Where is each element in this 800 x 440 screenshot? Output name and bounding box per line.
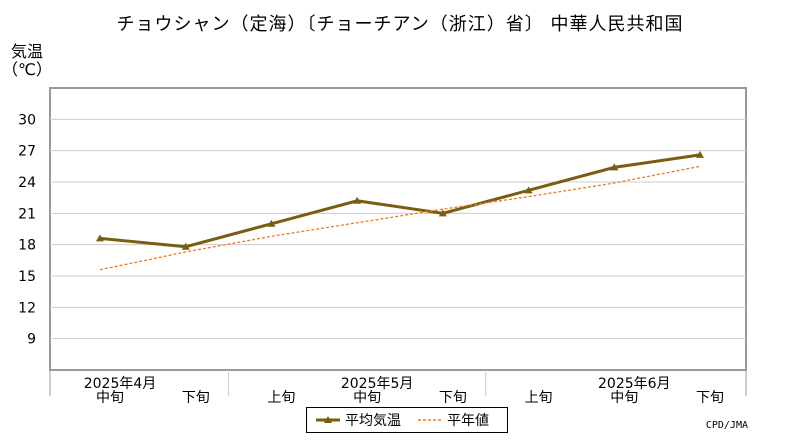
x-month-label: 2025年5月 (341, 376, 414, 392)
data-point-average (610, 163, 619, 171)
series-line-normal (99, 165, 701, 271)
y-tick-label: 9 (27, 332, 36, 348)
plot-frame (49, 87, 747, 371)
data-point-average (696, 150, 704, 158)
legend-average-swatch (316, 416, 340, 423)
legend-normal-label: 平年値 (447, 413, 489, 429)
legend-average-label: 平均気温 (345, 413, 401, 429)
data-point-average (524, 186, 533, 194)
x-category-label: 下旬 (696, 390, 724, 406)
x-category-label: 下旬 (439, 390, 467, 406)
data-point-average (267, 219, 276, 227)
x-month-label: 2025年6月 (598, 376, 671, 392)
x-category-label: 上旬 (525, 390, 553, 406)
y-tick-label: 12 (18, 300, 36, 316)
data-point-average (438, 209, 447, 217)
y-tick-label: 21 (18, 206, 36, 222)
legend-item-average: 平均気温 (315, 410, 401, 430)
data-point-average (353, 196, 362, 204)
chart-legend: 平均気温 平年値 (306, 407, 508, 433)
y-tick-label: 30 (18, 112, 36, 128)
y-axis-label: 気温 （℃） (2, 43, 52, 79)
y-tick-label: 24 (18, 175, 36, 191)
y-tick-label: 27 (18, 144, 36, 160)
x-category-label: 中旬 (353, 390, 381, 406)
x-category-label: 中旬 (610, 390, 638, 406)
legend-normal-swatch (418, 419, 442, 421)
data-point-average (181, 242, 190, 250)
y-axis-label-name: 気温 (10, 42, 43, 61)
x-category-label: 中旬 (96, 390, 124, 406)
x-category-label: 下旬 (182, 390, 210, 406)
source-credit: CPD/JMA (705, 420, 748, 431)
chart-title: チョウシャン（定海）〔チョーチアン（浙江）省〕 中華人民共和国 (116, 14, 684, 35)
x-month-label: 2025年4月 (84, 376, 157, 392)
y-axis-label-unit: （℃） (2, 60, 52, 79)
series-line-average (99, 153, 701, 249)
legend-item-normal: 平年値 (417, 410, 489, 430)
y-tick-label: 18 (18, 238, 36, 254)
x-category-label: 上旬 (267, 390, 295, 406)
y-tick-label: 15 (18, 269, 36, 285)
data-point-average (96, 234, 104, 242)
